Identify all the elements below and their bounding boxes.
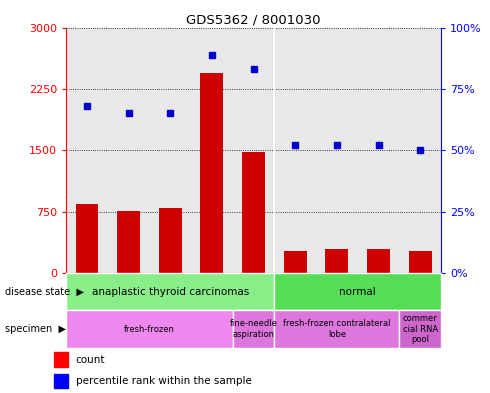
Bar [200,73,223,273]
Bar [284,251,307,273]
Bar [325,249,348,273]
Text: fresh-frozen: fresh-frozen [124,325,175,334]
Bar [399,310,441,348]
Text: count: count [75,354,105,365]
Bar [242,152,265,273]
Text: fresh-frozen contralateral
lobe: fresh-frozen contralateral lobe [283,320,391,339]
Bar [274,273,441,310]
Bar [53,352,68,367]
Bar [117,211,140,273]
Text: normal: normal [339,287,376,297]
Title: GDS5362 / 8001030: GDS5362 / 8001030 [186,13,321,26]
Bar [53,374,68,388]
Bar [159,208,182,273]
Text: commer
cial RNA
pool: commer cial RNA pool [403,314,438,344]
Bar [233,310,274,348]
Bar [409,251,432,273]
Text: disease state  ▶: disease state ▶ [5,287,84,297]
Text: fine-needle
aspiration: fine-needle aspiration [230,320,277,339]
Text: specimen  ▶: specimen ▶ [5,324,66,334]
Bar [75,204,98,273]
Text: anaplastic thyroid carcinomas: anaplastic thyroid carcinomas [92,287,249,297]
Bar [66,273,274,310]
Bar [66,310,233,348]
Bar [274,310,399,348]
Text: percentile rank within the sample: percentile rank within the sample [75,376,251,386]
Bar [367,249,390,273]
